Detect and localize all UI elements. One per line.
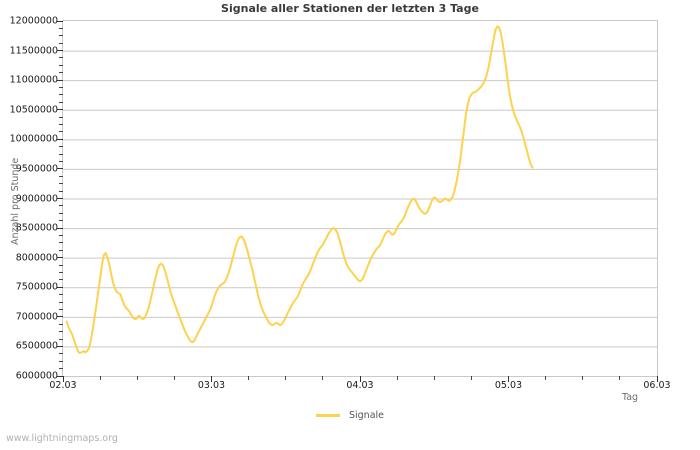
data-series-group <box>65 25 534 354</box>
y-minor-tick-mark <box>59 101 63 103</box>
y-minor-tick-mark <box>59 242 63 244</box>
y-minor-tick-mark <box>59 301 63 303</box>
y-minor-tick-mark <box>59 323 63 325</box>
y-minor-tick-mark <box>59 72 63 74</box>
y-tick-label: 10000000 <box>9 133 58 145</box>
y-tick-label: 6000000 <box>15 370 58 382</box>
y-tick-label: 12000000 <box>9 15 58 27</box>
y-tick-mark <box>57 20 63 22</box>
chart-title: Signale aller Stationen der letzten 3 Ta… <box>221 2 479 15</box>
y-minor-tick-mark <box>59 338 63 340</box>
y-minor-tick-mark <box>59 94 63 96</box>
x-tick-label: 03.03 <box>197 380 226 391</box>
x-axis-title: Tag <box>622 392 639 403</box>
y-minor-tick-mark <box>59 234 63 236</box>
x-tick-mark <box>656 376 658 382</box>
y-tick-label: 11500000 <box>9 45 58 57</box>
x-tick-mark <box>359 376 361 382</box>
y-tick-mark <box>57 50 63 52</box>
x-tick-label: 04.03 <box>346 380 374 391</box>
y-minor-tick-mark <box>59 87 63 89</box>
y-minor-tick-mark <box>59 124 63 126</box>
y-tick-mark <box>57 138 63 140</box>
y-minor-tick-mark <box>59 212 63 214</box>
y-minor-tick-mark <box>59 205 63 207</box>
y-minor-tick-mark <box>59 249 63 251</box>
y-minor-tick-mark <box>59 146 63 148</box>
x-minor-tick-mark <box>136 376 138 380</box>
watermark-text: www.lightningmaps.org <box>6 433 118 444</box>
y-minor-tick-mark <box>59 353 63 355</box>
y-tick-label: 7500000 <box>15 281 58 293</box>
chart-legend: Signale <box>0 410 700 421</box>
y-minor-tick-mark <box>59 153 63 155</box>
plot-svg <box>63 25 657 354</box>
y-minor-tick-mark <box>59 131 63 133</box>
y-tick-label: 9500000 <box>15 163 58 175</box>
x-minor-tick-mark <box>470 376 472 380</box>
y-minor-tick-mark <box>59 64 63 66</box>
y-minor-tick-mark <box>59 294 63 296</box>
y-tick-mark <box>57 375 63 377</box>
y-minor-tick-mark <box>59 264 63 266</box>
x-minor-tick-mark <box>322 376 324 380</box>
y-minor-tick-mark <box>59 308 63 310</box>
y-minor-tick-mark <box>59 27 63 29</box>
y-tick-label: 7000000 <box>15 311 58 323</box>
y-minor-tick-mark <box>59 183 63 185</box>
x-tick-mark <box>508 376 509 382</box>
x-minor-tick-mark <box>545 376 547 380</box>
y-axis-title: Anzahl pro Stunde <box>10 157 21 245</box>
legend-label-signale: Signale <box>348 410 385 421</box>
y-tick-label: 11000000 <box>9 74 58 86</box>
x-tick-mark <box>62 376 64 382</box>
x-minor-tick-mark <box>582 376 584 380</box>
x-minor-tick-mark <box>619 376 621 380</box>
y-tick-mark <box>57 109 63 111</box>
plot-area <box>62 20 658 377</box>
y-minor-tick-mark <box>59 35 63 37</box>
x-minor-tick-mark <box>433 376 435 380</box>
y-tick-mark <box>57 257 63 259</box>
x-tick-mark <box>211 376 212 382</box>
y-minor-tick-mark <box>59 116 63 118</box>
y-minor-tick-mark <box>59 42 63 44</box>
y-tick-mark <box>57 168 63 170</box>
y-minor-tick-mark <box>59 279 63 281</box>
y-tick-mark <box>57 198 63 199</box>
y-tick-mark <box>57 79 63 81</box>
x-minor-tick-mark <box>99 376 101 380</box>
y-minor-tick-mark <box>59 271 63 273</box>
y-minor-tick-mark <box>59 57 63 59</box>
y-minor-tick-mark <box>59 368 63 370</box>
y-tick-mark <box>57 227 63 229</box>
x-minor-tick-mark <box>396 376 398 380</box>
y-minor-tick-mark <box>59 331 63 333</box>
x-tick-label: 05.03 <box>494 380 523 391</box>
y-tick-label: 6500000 <box>15 340 58 352</box>
x-minor-tick-mark <box>173 376 175 380</box>
y-tick-label: 8500000 <box>15 222 58 234</box>
series-line-signale <box>65 25 534 354</box>
y-minor-tick-mark <box>59 190 63 192</box>
x-minor-tick-mark <box>248 376 250 380</box>
y-tick-label: 9000000 <box>15 193 58 204</box>
x-minor-tick-mark <box>285 376 287 380</box>
x-tick-label: 02.03 <box>49 380 77 391</box>
y-minor-tick-mark <box>59 175 63 177</box>
x-tick-label: 06.03 <box>643 380 671 391</box>
y-tick-label: 8000000 <box>15 252 58 264</box>
y-tick-label: 10500000 <box>9 104 58 116</box>
gridlines <box>63 50 657 348</box>
y-tick-mark <box>57 316 63 318</box>
y-tick-mark <box>57 345 63 347</box>
y-minor-tick-mark <box>59 360 63 362</box>
legend-swatch-signale <box>315 414 340 417</box>
y-minor-tick-mark <box>59 161 63 163</box>
y-minor-tick-mark <box>59 220 63 222</box>
y-tick-mark <box>57 286 63 288</box>
